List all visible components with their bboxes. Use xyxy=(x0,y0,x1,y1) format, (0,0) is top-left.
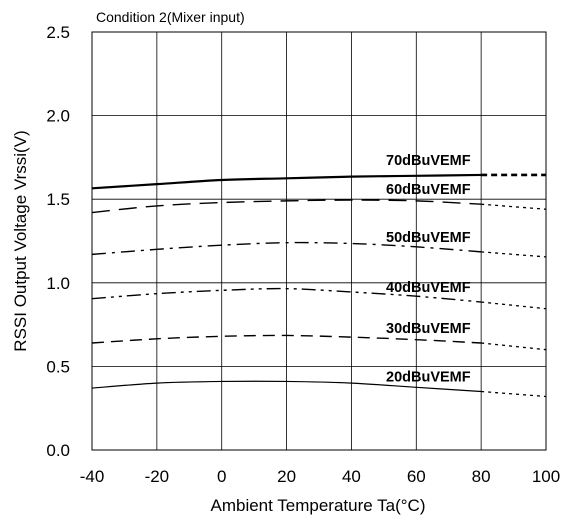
series-extrapolation xyxy=(481,390,547,398)
y-tick-label: 1.0 xyxy=(46,274,70,293)
x-axis-title: Ambient Temperature Ta(°C) xyxy=(211,496,426,515)
series-line xyxy=(91,241,482,256)
x-tick-label: 20 xyxy=(277,467,296,486)
y-tick-label: 1.5 xyxy=(46,190,70,209)
y-tick-label: 2.5 xyxy=(46,23,70,42)
x-tick-label: 80 xyxy=(472,467,491,486)
series-label: 60dBuVEMF xyxy=(386,182,471,198)
x-tick-labels: -40 -20 0 20 40 60 80 100 xyxy=(80,467,560,486)
series-extrapolation xyxy=(481,301,547,310)
series-line xyxy=(91,173,482,190)
series-extrapolation xyxy=(481,251,547,258)
x-tick-label: 40 xyxy=(342,467,361,486)
y-tick-label: 0.5 xyxy=(46,357,70,376)
x-tick-label: 0 xyxy=(217,467,226,486)
y-tick-label: 0.0 xyxy=(46,441,70,460)
x-tick-label: -20 xyxy=(145,467,170,486)
y-tick-labels: 0.0 0.5 1.0 1.5 2.0 2.5 xyxy=(46,23,70,460)
y-tick-label: 2.0 xyxy=(46,107,70,126)
series-label: 30dBuVEMF xyxy=(386,321,471,337)
x-tick-label: 100 xyxy=(532,467,560,486)
series-line xyxy=(91,380,482,393)
series-label: 50dBuVEMF xyxy=(386,230,471,246)
x-tick-label: 60 xyxy=(407,467,426,486)
series-labels: 70dBuVEMF 60dBuVEMF 50dBuVEMF 40dBuVEMF 30dB… xyxy=(386,153,471,386)
series-label: 70dBuVEMF xyxy=(386,153,471,169)
series-layer xyxy=(91,173,547,398)
series-label: 20dBuVEMF xyxy=(386,369,471,385)
series-line xyxy=(91,199,482,214)
x-tick-label: -40 xyxy=(80,467,105,486)
y-axis-title: RSSI Output Voltage Vrssi(V) xyxy=(11,130,30,351)
series-extrapolation xyxy=(481,342,547,351)
grid xyxy=(91,31,547,451)
series-line xyxy=(91,287,482,303)
series-label: 40dBuVEMF xyxy=(386,280,471,296)
series-extrapolation xyxy=(481,203,547,210)
plot-frame xyxy=(91,31,547,451)
chart-subtitle: Condition 2(Mixer input) xyxy=(96,9,245,25)
series-line xyxy=(91,334,482,344)
